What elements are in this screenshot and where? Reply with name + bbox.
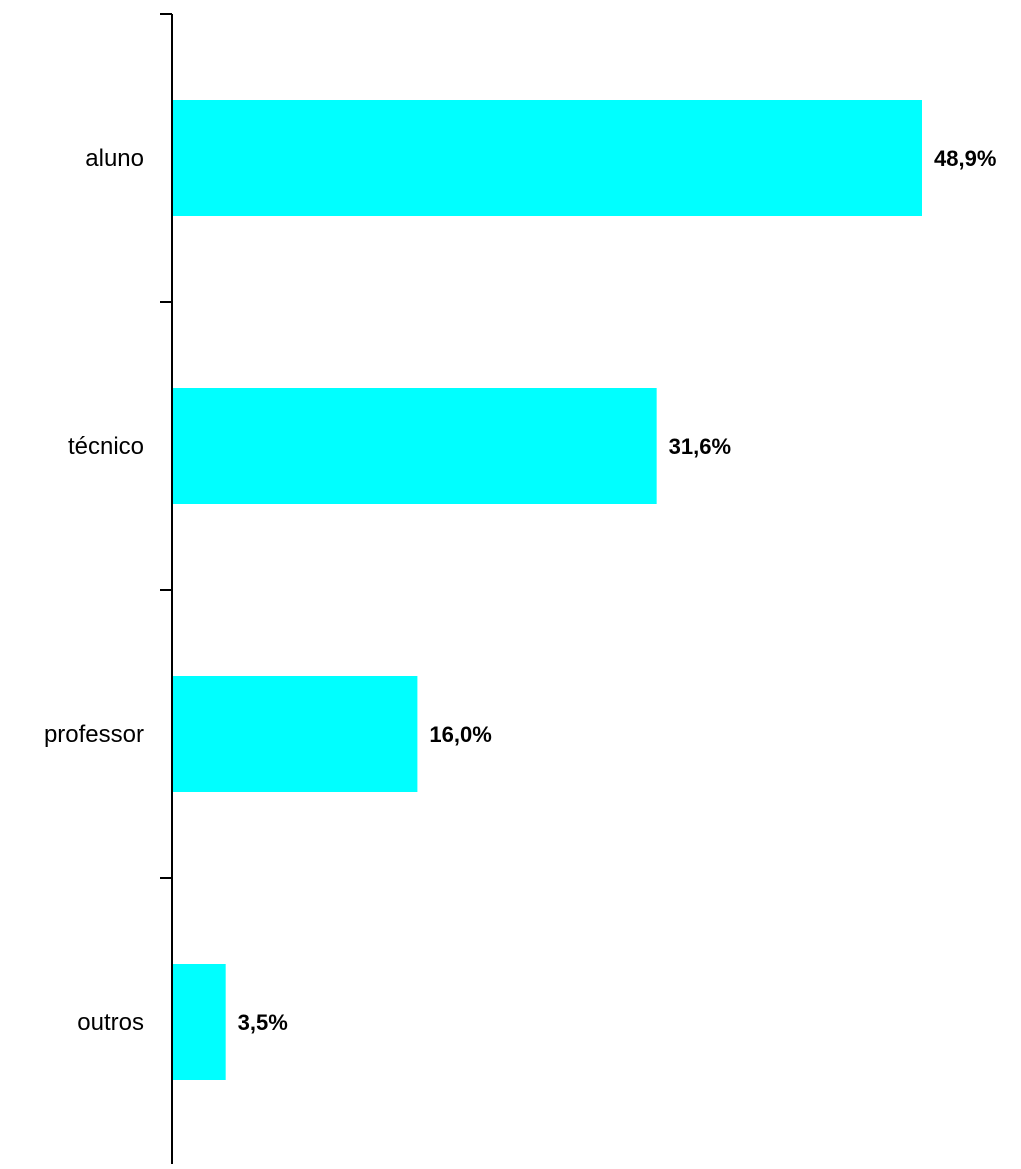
category-label: aluno	[85, 145, 144, 172]
category-label: outros	[77, 1009, 144, 1036]
value-label: 16,0%	[429, 722, 491, 747]
value-label: 31,6%	[669, 434, 731, 459]
bars-layer	[172, 100, 922, 1080]
bar-outros	[172, 964, 226, 1080]
value-label: 48,9%	[934, 146, 996, 171]
bar-técnico	[172, 388, 657, 504]
category-label: técnico	[68, 433, 144, 460]
value-label: 3,5%	[238, 1010, 288, 1035]
y-axis	[160, 13, 173, 1164]
bar-professor	[172, 676, 418, 792]
bar-aluno	[172, 100, 922, 216]
category-label: professor	[44, 721, 144, 748]
labels-layer: aluno 48,9% técnico 31,6% professor 16,0% outr…	[44, 145, 996, 1036]
